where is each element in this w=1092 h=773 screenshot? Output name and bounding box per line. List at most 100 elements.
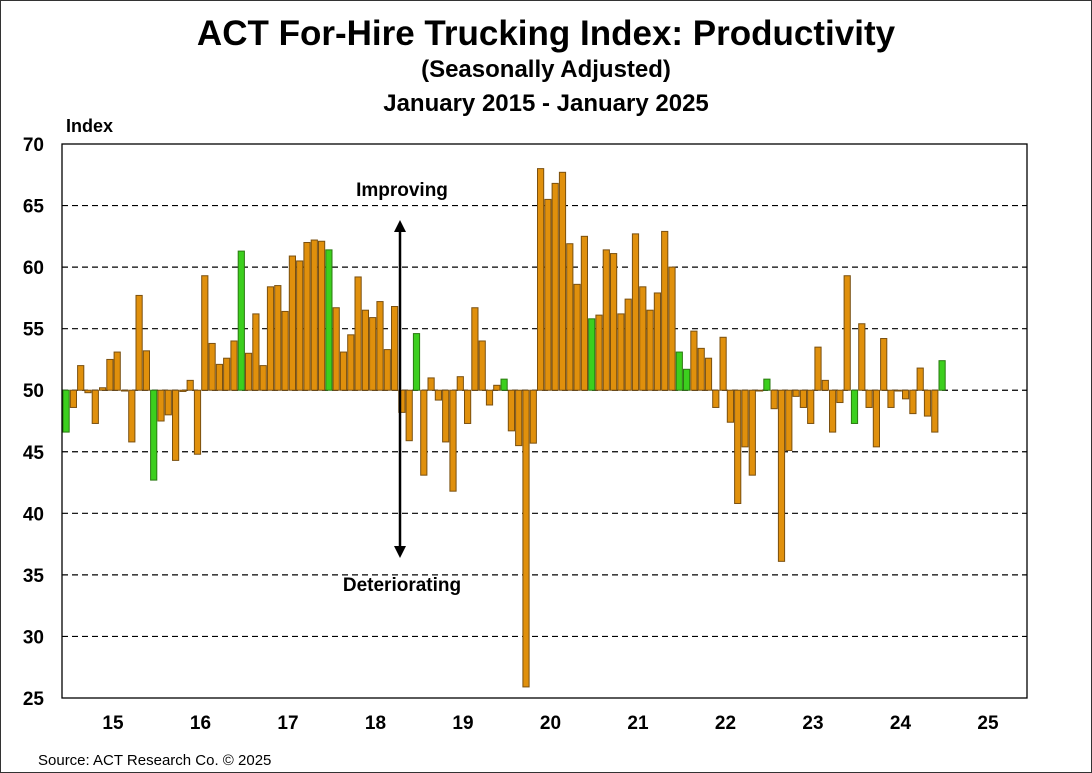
- x-tick-label: 25: [977, 713, 999, 734]
- bar: [376, 301, 384, 391]
- bar: [412, 333, 421, 391]
- bar: [215, 363, 224, 391]
- bar: [135, 294, 143, 391]
- bar: [369, 317, 377, 391]
- bar: [683, 368, 691, 391]
- x-tick-label: 24: [890, 713, 912, 734]
- bar: [150, 389, 158, 481]
- bar: [354, 276, 362, 391]
- bar: [142, 350, 151, 391]
- bar: [442, 389, 450, 443]
- bar: [836, 389, 844, 404]
- bar: [792, 389, 800, 397]
- bar: [208, 342, 216, 391]
- bar: [391, 306, 399, 391]
- y-tick-label: 60: [23, 258, 44, 279]
- bar: [339, 351, 348, 391]
- bar: [887, 389, 895, 408]
- bar: [916, 367, 924, 391]
- bar: [186, 379, 194, 391]
- bar: [777, 389, 786, 562]
- bar: [296, 260, 304, 391]
- bar: [266, 286, 275, 391]
- bar: [872, 389, 880, 448]
- y-axis-label: Index: [66, 116, 114, 136]
- bar: [274, 285, 282, 391]
- bar: [617, 313, 625, 391]
- bar: [551, 182, 559, 391]
- bar: [602, 249, 610, 391]
- bar: [712, 389, 720, 408]
- bar: [588, 318, 596, 391]
- bar: [741, 389, 749, 448]
- bar: [938, 360, 946, 391]
- bar: [558, 171, 567, 391]
- y-tick-label: 25: [23, 689, 45, 710]
- bar: [478, 340, 486, 391]
- bar: [580, 235, 588, 391]
- bar: [675, 351, 683, 391]
- bar: [814, 346, 822, 391]
- bar: [332, 307, 340, 391]
- bar: [544, 198, 552, 391]
- bar: [515, 389, 523, 447]
- bar: [902, 389, 910, 400]
- bar: [690, 330, 698, 391]
- bar: [281, 310, 289, 391]
- bar: [288, 255, 296, 391]
- bar: [449, 389, 457, 492]
- bar: [894, 389, 902, 392]
- bar: [639, 286, 647, 391]
- bar: [522, 389, 530, 688]
- bar: [113, 351, 121, 391]
- arrow-down-icon: [394, 546, 406, 558]
- bar: [405, 389, 413, 442]
- bar: [99, 387, 107, 391]
- bar: [193, 389, 202, 455]
- bar: [770, 389, 778, 410]
- y-tick-label: 70: [23, 135, 44, 156]
- bar: [91, 389, 99, 424]
- y-tick-label: 40: [23, 504, 44, 525]
- bar: [201, 275, 209, 391]
- x-tick-label: 21: [627, 713, 649, 734]
- x-tick-label: 22: [715, 713, 736, 734]
- bar: [697, 347, 705, 391]
- bar: [69, 389, 78, 408]
- chart-date-range: January 2015 - January 2025: [383, 90, 709, 117]
- plot-area-border: [61, 143, 1028, 699]
- bar: [756, 389, 764, 392]
- bar: [821, 379, 829, 391]
- annotation-deteriorating: Deteriorating: [343, 575, 461, 596]
- y-tick-label: 35: [23, 566, 45, 587]
- y-tick-label: 30: [23, 627, 44, 648]
- bar: [661, 230, 669, 391]
- bar: [631, 233, 640, 391]
- bar: [230, 340, 238, 391]
- x-tick-label: 18: [365, 713, 386, 734]
- chart-title: ACT For-Hire Trucking Index: Productivit…: [196, 14, 896, 53]
- bar: [537, 168, 545, 391]
- bar: [106, 358, 114, 391]
- bar: [850, 389, 859, 424]
- x-tick-label: 17: [277, 713, 298, 734]
- bar: [434, 389, 442, 401]
- y-tick-label: 55: [23, 320, 45, 341]
- bar: [245, 352, 253, 391]
- bar: [704, 357, 713, 391]
- bar: [646, 309, 654, 391]
- bar: [668, 266, 676, 391]
- bar: [77, 365, 85, 391]
- bar: [880, 338, 888, 391]
- bar: [303, 241, 311, 391]
- bar: [858, 323, 866, 391]
- bar: [120, 389, 129, 392]
- bar: [807, 389, 815, 424]
- x-tick-label: 20: [540, 713, 561, 734]
- bar: [383, 349, 391, 391]
- bar: [464, 389, 472, 424]
- bar: [347, 334, 355, 391]
- bar: [485, 389, 494, 406]
- bar: [427, 377, 435, 391]
